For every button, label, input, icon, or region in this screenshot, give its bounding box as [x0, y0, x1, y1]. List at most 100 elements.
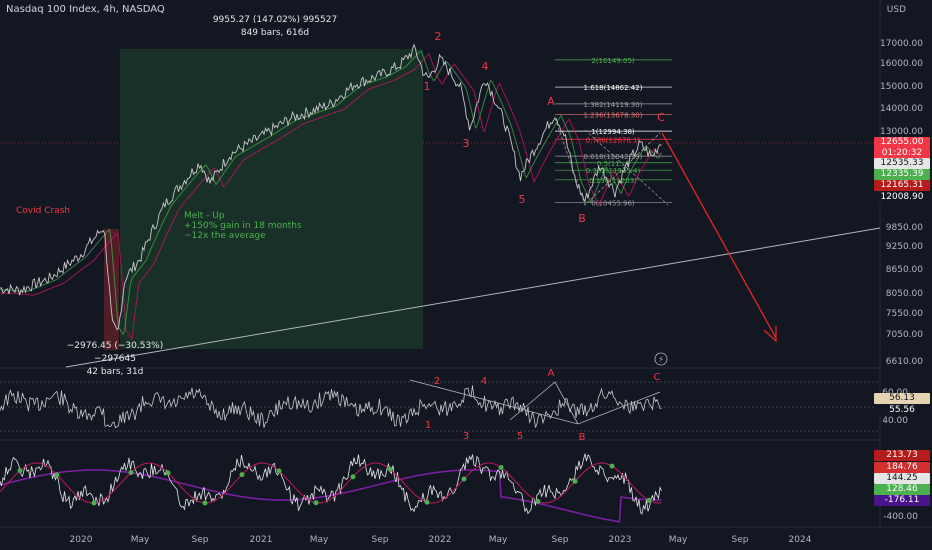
price-axis-label: 7550.00 — [886, 309, 923, 319]
price-series — [0, 43, 662, 331]
price-tag: 12008.90 — [874, 192, 930, 203]
rsi-trendlines — [409, 379, 661, 425]
wave-label-5: 5 — [519, 193, 526, 206]
osc-slow-line — [0, 469, 662, 523]
osc-fast-line — [0, 453, 662, 515]
ma-line-green — [0, 50, 662, 336]
rsi-wave-label-C: C — [654, 372, 661, 383]
price-axis-label: 8050.00 — [886, 289, 923, 299]
rsi-wave-label-3: 3 — [463, 431, 469, 442]
wave-label-2: 2 — [435, 30, 442, 43]
price-tag: 12165.31 — [874, 180, 930, 191]
osc-cross-dot — [572, 478, 578, 484]
time-axis-label: Sep — [192, 535, 209, 545]
time-axis-label: 2024 — [789, 535, 812, 545]
covid-crash-note: Covid Crash — [16, 206, 71, 216]
price-axis-label: 17000.00 — [880, 39, 923, 49]
price-axis-label: 15000.00 — [880, 82, 923, 92]
osc-cross-dot — [17, 468, 23, 474]
time-axis-label: May — [310, 535, 329, 545]
price-tag: 56.13 — [874, 393, 930, 404]
osc-cross-dot — [128, 470, 134, 475]
price-axis-label: 6610.00 — [886, 357, 923, 367]
ma-line-red — [0, 52, 662, 341]
osc-cross-dot — [535, 498, 541, 504]
price-axis-label: 8650.00 — [886, 265, 923, 275]
measure-top-line1: 9955.27 (147.02%) 995527 — [212, 15, 338, 25]
price-tag: 128.46 — [874, 484, 930, 495]
measure-bottom-line2: 42 bars, 31d — [86, 367, 144, 377]
time-axis-label: Sep — [372, 535, 389, 545]
melt-up-line: +150% gain in 18 months — [184, 221, 302, 231]
price-axis-label: 16000.00 — [880, 59, 923, 69]
measure-bottom: −2976.45 (−30.53%) −297645 42 bars, 31d — [45, 340, 185, 379]
abc-dashed-b-to-end — [584, 129, 669, 206]
measure-top-line2: 849 bars, 616d — [240, 28, 310, 38]
time-axis-label: Sep — [552, 535, 569, 545]
fib-level-label: 0(10455.96) — [591, 199, 635, 207]
rsi-wave-label-2: 2 — [434, 376, 440, 387]
rsi-series — [0, 385, 662, 429]
price-tag: 12655.00 — [874, 137, 930, 148]
projection-arrow[interactable] — [661, 132, 777, 343]
fib-level-label: 0.236(11203) — [589, 177, 637, 185]
price-tag: 184.76 — [874, 462, 930, 473]
wave-label-1: 1 — [424, 80, 431, 93]
fib-level-label: 1.382(14119.30) — [584, 101, 643, 109]
rsi-trendline-low — [509, 381, 579, 425]
osc-cross-dot — [387, 466, 393, 472]
osc-cross-dot — [646, 497, 652, 503]
currency-label: USD — [886, 5, 906, 15]
price-tag: 213.73 — [874, 450, 930, 461]
down-measure-box — [104, 229, 119, 350]
measure-top: 9955.27 (147.02%) 995527 849 bars, 616d — [210, 14, 340, 40]
osc-cross-dot — [498, 465, 504, 470]
price-tag: 12335.39 — [874, 169, 930, 180]
osc-cross-dot — [91, 500, 97, 506]
fib-level-label: 1.236(13678.30) — [584, 111, 643, 119]
time-axis-label: May — [131, 535, 150, 545]
price-axis-label: 14000.00 — [880, 104, 923, 114]
chart-title: Nasdaq 100 Index, 4h, NASDAQ — [6, 4, 165, 15]
melt-up-line: ~12x the average — [184, 231, 266, 241]
osc-cross-dot — [54, 472, 60, 478]
price-axis-label: 9250.00 — [886, 242, 923, 252]
fib-level-label: 2(16149.05) — [591, 57, 635, 65]
osc-cross-dot — [313, 500, 319, 506]
wave-label-4: 4 — [482, 60, 489, 73]
rsi-wave-label-4: 4 — [481, 376, 487, 387]
flash-icon[interactable] — [654, 352, 668, 366]
fib-level-label: 1(12994.38) — [591, 128, 635, 136]
rsi-wave-label-1: 1 — [425, 420, 431, 431]
fib-extension[interactable]: 2(16149.05) 1.618(14862.42) 1.382(14119.30… — [555, 57, 672, 208]
price-axis-label: 7050.00 — [886, 330, 923, 340]
time-axis-label: 2020 — [70, 535, 93, 545]
price-tag: 144.25 — [874, 473, 930, 484]
osc-cross-dot — [239, 472, 245, 478]
time-axis-label: May — [489, 535, 508, 545]
price-tag: 12535.33 — [874, 158, 930, 169]
price-axis-label: 9850.00 — [886, 223, 923, 233]
melt-up-note: Melt - Up +150% gain in 18 months ~12x t… — [184, 211, 302, 241]
wave-label-3: 3 — [463, 137, 470, 150]
svg-text:⚡: ⚡ — [658, 355, 664, 364]
melt-up-line: Melt - Up — [184, 211, 225, 221]
price-tag: 01:20:32 — [874, 148, 930, 159]
rsi-wave-label-5: 5 — [517, 431, 523, 442]
time-axis-label: May — [669, 535, 688, 545]
fib-level-label: 0.618(12042.19) — [584, 153, 643, 161]
support-trendline[interactable] — [65, 227, 881, 368]
fib-level-label: 0.786(12676.1) — [586, 136, 641, 144]
wave-label-C: C — [657, 111, 665, 124]
fib-level-label: 1.618(14862.42) — [584, 84, 643, 92]
measure-bottom-line1: −2976.45 (−30.53%) −297645 — [66, 341, 164, 364]
rsi-wave-label-B: B — [579, 432, 586, 443]
abc-dashed-lines — [554, 117, 661, 206]
fib-level-label: 0.5(11...) — [597, 160, 629, 168]
wave-label-A: A — [547, 95, 555, 108]
osc-cross-dot — [202, 500, 208, 506]
osc-cross-dot — [276, 468, 282, 474]
wave-label-B: B — [578, 212, 586, 225]
osc-cross-dot — [165, 470, 171, 476]
